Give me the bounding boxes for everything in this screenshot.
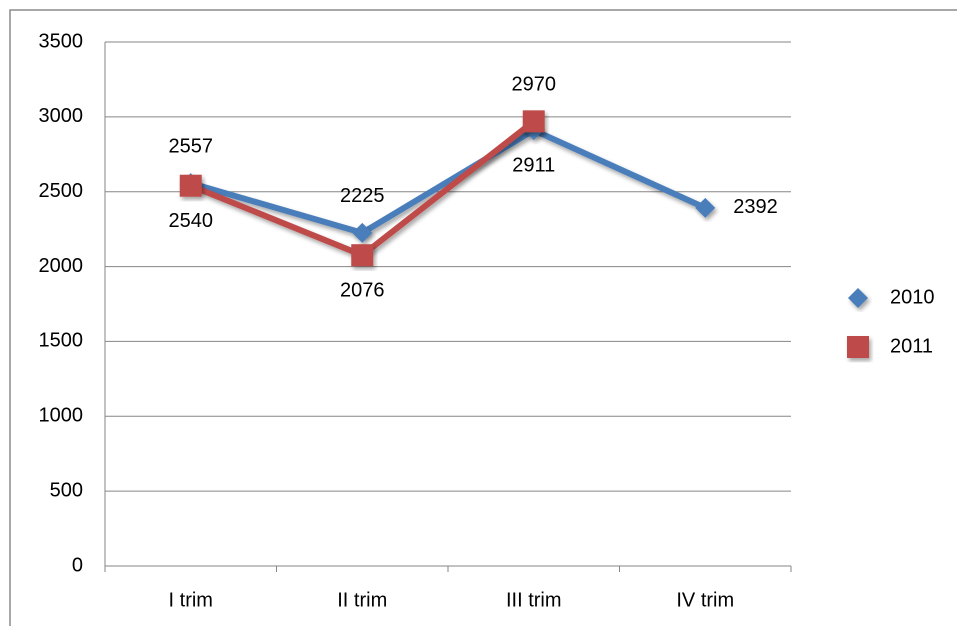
data-label: 2557 bbox=[169, 135, 214, 157]
y-tick-label: 500 bbox=[50, 479, 83, 501]
data-label: 2225 bbox=[340, 185, 385, 207]
marker bbox=[695, 197, 716, 218]
y-tick-label: 3500 bbox=[39, 30, 84, 52]
y-tick-label: 3000 bbox=[39, 105, 84, 127]
data-label: 2970 bbox=[512, 74, 557, 96]
y-tick-label: 2000 bbox=[39, 255, 84, 277]
data-label: 2911 bbox=[512, 154, 555, 176]
chart-frame bbox=[9, 9, 957, 626]
marker bbox=[351, 244, 374, 267]
data-label: 2076 bbox=[340, 279, 385, 301]
marker bbox=[847, 336, 869, 358]
marker bbox=[179, 174, 202, 197]
x-tick-label: II trim bbox=[337, 589, 387, 611]
marker bbox=[522, 110, 545, 133]
x-tick-label: I trim bbox=[169, 589, 213, 611]
data-label: 2540 bbox=[169, 210, 214, 232]
y-tick-label: 0 bbox=[72, 554, 83, 576]
marker bbox=[352, 222, 373, 243]
y-tick-label: 1500 bbox=[39, 330, 84, 352]
y-tick-label: 2500 bbox=[39, 180, 84, 202]
data-label: 2392 bbox=[733, 196, 778, 218]
marker bbox=[848, 288, 868, 308]
legend-label: 2010 bbox=[890, 286, 935, 308]
y-tick-label: 1000 bbox=[39, 405, 84, 427]
x-tick-label: III trim bbox=[506, 589, 562, 611]
legend-label: 2011 bbox=[890, 335, 933, 357]
series-line bbox=[189, 127, 707, 236]
x-tick-label: IV trim bbox=[676, 589, 734, 611]
